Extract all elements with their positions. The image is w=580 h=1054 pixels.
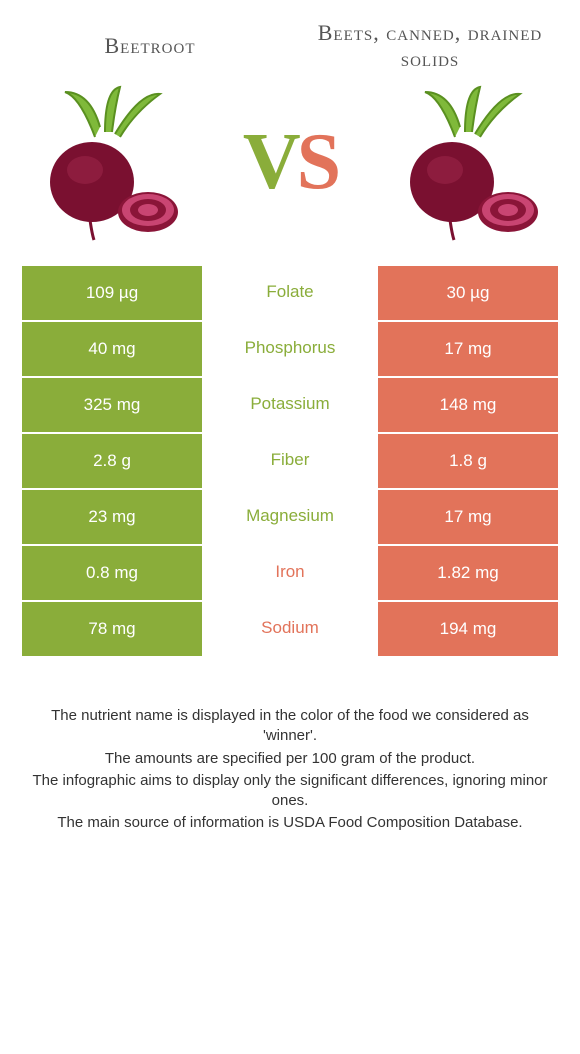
footer-line: The nutrient name is displayed in the co… — [30, 706, 550, 747]
footer-line: The infographic aims to display only the… — [30, 771, 550, 812]
vs-label: VS — [243, 117, 337, 208]
illustration-row: VS — [20, 82, 560, 242]
vs-v: V — [243, 118, 297, 206]
food-left-title: Beetroot — [24, 33, 276, 59]
nutrient-name: Folate — [202, 264, 378, 320]
nutrient-row: 325 mgPotassium148 mg — [22, 376, 558, 432]
nutrient-name: Fiber — [202, 432, 378, 488]
vs-s: S — [297, 118, 338, 206]
nutrient-right-value: 148 mg — [378, 376, 558, 432]
nutrient-right-value: 17 mg — [378, 488, 558, 544]
nutrient-name: Magnesium — [202, 488, 378, 544]
food-right-title: Beets, canned, drained solids — [304, 20, 556, 72]
nutrient-left-value: 2.8 g — [22, 432, 202, 488]
header: Beetroot Beets, canned, drained solids — [10, 20, 570, 72]
nutrient-table: 109 µgFolate30 µg40 mgPhosphorus17 mg325… — [22, 264, 558, 656]
footer-line: The main source of information is USDA F… — [30, 813, 550, 833]
nutrient-left-value: 0.8 mg — [22, 544, 202, 600]
nutrient-row: 109 µgFolate30 µg — [22, 264, 558, 320]
nutrient-left-value: 40 mg — [22, 320, 202, 376]
nutrient-name: Iron — [202, 544, 378, 600]
nutrient-row: 23 mgMagnesium17 mg — [22, 488, 558, 544]
nutrient-name: Potassium — [202, 376, 378, 432]
nutrient-row: 78 mgSodium194 mg — [22, 600, 558, 656]
nutrient-row: 2.8 gFiber1.8 g — [22, 432, 558, 488]
footer-line: The amounts are specified per 100 gram o… — [30, 749, 550, 769]
nutrient-right-value: 17 mg — [378, 320, 558, 376]
food-left-image — [20, 82, 200, 242]
nutrient-right-value: 30 µg — [378, 264, 558, 320]
footer-notes: The nutrient name is displayed in the co… — [10, 706, 570, 834]
nutrient-row: 40 mgPhosphorus17 mg — [22, 320, 558, 376]
nutrient-left-value: 109 µg — [22, 264, 202, 320]
nutrient-left-value: 325 mg — [22, 376, 202, 432]
food-right-image — [380, 82, 560, 242]
nutrient-name: Sodium — [202, 600, 378, 656]
nutrient-right-value: 1.82 mg — [378, 544, 558, 600]
nutrient-name: Phosphorus — [202, 320, 378, 376]
nutrient-left-value: 23 mg — [22, 488, 202, 544]
nutrient-right-value: 1.8 g — [378, 432, 558, 488]
nutrient-left-value: 78 mg — [22, 600, 202, 656]
nutrient-row: 0.8 mgIron1.82 mg — [22, 544, 558, 600]
nutrient-right-value: 194 mg — [378, 600, 558, 656]
